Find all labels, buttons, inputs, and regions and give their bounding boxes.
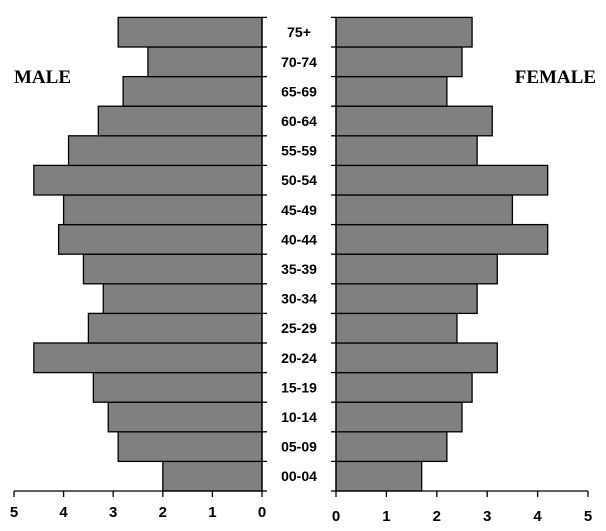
female-bar-65-69 (335, 75, 448, 107)
female-bar-00-04 (335, 460, 423, 492)
age-label-50-54: 50-54 (281, 172, 317, 188)
age-label-05-09: 05-09 (281, 439, 317, 455)
age-label-00-04: 00-04 (281, 468, 317, 484)
male-x-tick-label: 3 (109, 504, 117, 521)
female-label: FEMALE (515, 67, 596, 88)
male-x-tick-label: 0 (258, 504, 266, 521)
age-group-labels: 00-04 05-09 10-14 15-19 20-24 25-29 30-34 35-39… (281, 24, 317, 484)
age-label-25-29: 25-29 (281, 320, 317, 336)
male-bar-65-69 (122, 75, 263, 107)
male-bar-05-09 (117, 431, 263, 463)
age-label-65-69: 65-69 (281, 83, 317, 99)
male-bar-00-04 (162, 460, 263, 492)
female-x-tick-label: 5 (584, 508, 592, 525)
female-x-tick-label: 3 (483, 508, 491, 525)
male-bar-75+ (117, 16, 263, 48)
age-label-10-14: 10-14 (281, 409, 317, 425)
female-bar-35-39 (335, 253, 498, 285)
male-bars (33, 16, 263, 492)
male-x-tick-label: 2 (159, 504, 167, 521)
male-x-tick-label: 5 (10, 504, 18, 521)
age-label-75+: 75+ (287, 24, 311, 40)
age-label-45-49: 45-49 (281, 202, 317, 218)
female-bar-45-49 (335, 194, 514, 226)
female-bar-15-19 (335, 371, 473, 403)
male-bar-50-54 (33, 164, 263, 196)
male-bar-35-39 (82, 253, 263, 285)
male-bar-70-74 (147, 46, 263, 78)
male-bar-45-49 (62, 194, 263, 226)
age-label-30-34: 30-34 (281, 291, 317, 307)
age-label-55-59: 55-59 (281, 143, 317, 159)
male-bar-25-29 (87, 312, 263, 344)
female-bar-70-74 (335, 46, 463, 78)
female-bar-50-54 (335, 164, 549, 196)
male-bar-40-44 (57, 223, 263, 255)
female-x-tick-label: 1 (382, 508, 390, 525)
male-bar-20-24 (33, 342, 263, 374)
female-x-tick-label: 0 (332, 508, 340, 525)
female-bar-55-59 (335, 135, 478, 167)
female-bars (335, 16, 549, 492)
male-bar-30-34 (102, 283, 263, 315)
male-bar-60-64 (97, 105, 263, 137)
male-label: MALE (14, 67, 71, 88)
age-label-70-74: 70-74 (281, 54, 317, 70)
age-label-60-64: 60-64 (281, 113, 317, 129)
age-label-20-24: 20-24 (281, 350, 317, 366)
male-x-tick-label: 1 (208, 504, 216, 521)
female-bar-75+ (335, 16, 473, 48)
female-bar-30-34 (335, 283, 478, 315)
female-bar-25-29 (335, 312, 458, 344)
male-bar-10-14 (107, 401, 263, 433)
female-bar-10-14 (335, 401, 463, 433)
male-x-tick-label: 4 (59, 504, 68, 521)
female-bar-05-09 (335, 431, 448, 463)
female-x-tick-label: 2 (433, 508, 441, 525)
female-bar-60-64 (335, 105, 493, 137)
age-label-35-39: 35-39 (281, 261, 317, 277)
axes: 5 4 3 2 1 0 0 1 2 3 4 5 (10, 16, 592, 525)
female-bar-40-44 (335, 223, 549, 255)
female-x-tick-label: 4 (533, 508, 542, 525)
age-label-40-44: 40-44 (281, 231, 317, 247)
male-bar-15-19 (92, 371, 263, 403)
female-bar-20-24 (335, 342, 498, 374)
age-label-15-19: 15-19 (281, 379, 317, 395)
male-bar-55-59 (67, 135, 263, 167)
